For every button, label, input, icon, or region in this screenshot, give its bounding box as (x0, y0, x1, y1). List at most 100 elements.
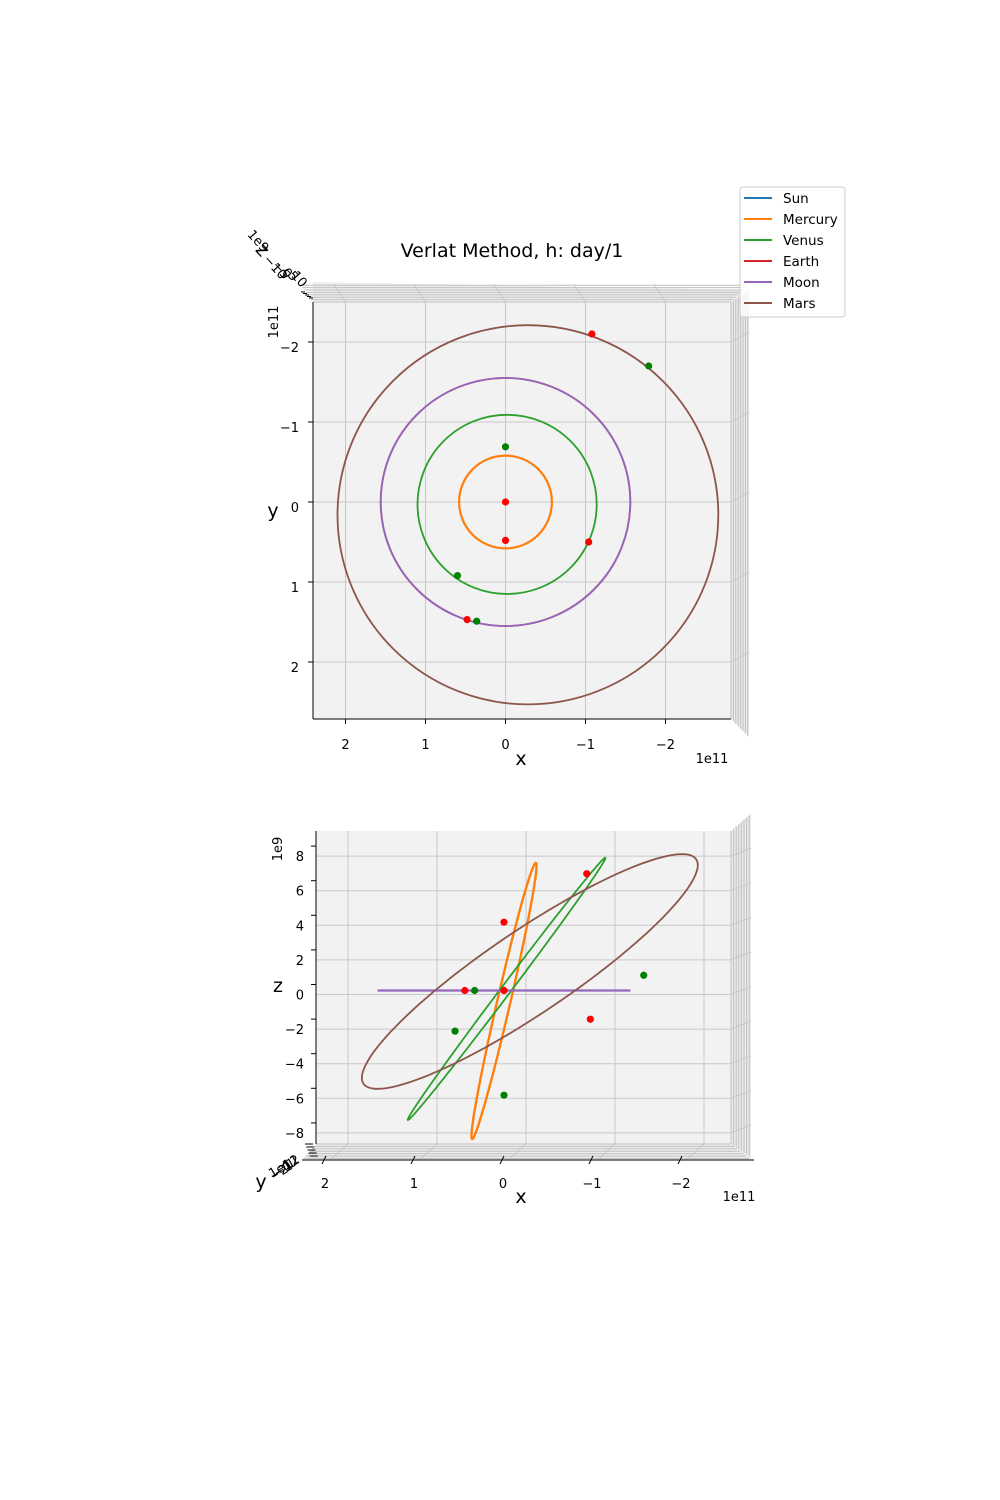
top-orbit-mars (336, 324, 720, 706)
bottom-floor-wall (302, 1143, 753, 1161)
bottom-z-ticks: 8 6 4 2 0 −2 −4 −6 −8 (285, 845, 316, 1142)
bottom-z-tick-label: 2 (296, 954, 304, 969)
top-marker-green (473, 617, 481, 625)
top-side-wall (730, 290, 750, 737)
bottom-z-tick-label: 0 (296, 989, 304, 1004)
top-y-tick-label: 2 (291, 661, 299, 676)
bottom-side-z-line (730, 1020, 752, 1030)
bottom-markers (451, 870, 648, 1099)
bottom-x-axis-label: x (515, 1186, 526, 1208)
top-back-pane (313, 302, 731, 719)
bottom-side-z-line (730, 916, 752, 926)
top-x-tick-label: 0 (501, 738, 509, 753)
top-top-x-line (333, 283, 346, 303)
bottom-side-z-line (730, 882, 752, 892)
bottom-marker-red (500, 986, 508, 995)
bottom-x-tick-label: −2 (671, 1177, 690, 1192)
top-side-y-line (730, 331, 750, 343)
top-marker-green (645, 362, 653, 370)
bottom-z-tick-label: 6 (296, 885, 304, 900)
bottom-marker-red (583, 870, 591, 878)
top-orbit-moon (379, 377, 632, 627)
bottom-marker-green (451, 1027, 459, 1035)
bottom-x-tick-label: 1 (410, 1177, 418, 1192)
bottom-side-z-line (730, 1124, 752, 1134)
bottom-floor-x-line (596, 1143, 616, 1161)
legend-label-earth: Earth (783, 254, 819, 270)
top-x-ticks: 2 1 0 −1 −2 (341, 719, 675, 753)
bottom-marker-red (500, 918, 508, 926)
top-marker-red (463, 616, 471, 624)
bottom-floor-x-line (418, 1143, 438, 1161)
bottom-back-pane (316, 831, 731, 1144)
bottom-x-tick (499, 1155, 505, 1165)
top-series (336, 324, 720, 706)
top-x-tick-label: 2 (341, 738, 349, 753)
bottom-x-tick-label: 2 (321, 1177, 329, 1192)
top-top-x-line (573, 283, 586, 303)
bottom-x-tick (321, 1155, 327, 1165)
bottom-side-z-line (730, 1089, 752, 1099)
top-y-axis-label: y (267, 500, 278, 522)
top-top-x-line (413, 283, 426, 303)
bottom-marker-red (461, 986, 469, 995)
top-y-tick-label: −2 (280, 341, 299, 356)
chart-title: Verlat Method, h: day/1 (401, 240, 624, 262)
bottom-x-tick (588, 1155, 594, 1165)
top-x-offset-label: 1e11 (696, 752, 729, 767)
top-marker-green (501, 443, 510, 451)
top-grid (313, 302, 731, 719)
top-side-y-line (730, 491, 750, 503)
bottom-floor-x-line (507, 1143, 527, 1161)
bottom-orbit-mars (360, 853, 699, 1090)
top-markers (453, 330, 653, 625)
legend: Sun Mercury Venus Earth Moon Mars (739, 186, 846, 318)
top-side-y-line (730, 411, 750, 423)
bottom-z-tick-label: −2 (285, 1023, 304, 1038)
top-y-ticks: −2 −1 0 1 2 (280, 341, 313, 676)
bottom-y-axis-label: y (255, 1171, 266, 1193)
top-y-tick-label: −1 (280, 421, 299, 436)
legend-label-mercury: Mercury (783, 212, 838, 228)
top-marker-red (501, 498, 510, 506)
bottom-z-tick-label: 4 (296, 919, 304, 934)
top-y-tick-label: 0 (291, 501, 299, 516)
bottom-x-offset-label: 1e11 (723, 1190, 756, 1205)
bottom-z-axis-label: z (273, 975, 283, 997)
bottom-orbit-mercury (470, 861, 538, 1141)
bottom-floor-x-line (329, 1143, 349, 1161)
bottom-z-tick-label: −4 (285, 1058, 304, 1073)
bottom-z-tick-label: 8 (296, 850, 304, 865)
bottom-marker-green (640, 971, 648, 979)
bottom-side-z-line (730, 847, 752, 857)
bottom-z-tick-label: −8 (285, 1127, 304, 1142)
bottom-marker-red (586, 1015, 594, 1023)
top-x-tick-label: −2 (656, 738, 675, 753)
top-top-x-line (653, 283, 666, 303)
top-side-y-line (730, 651, 750, 663)
top-y-tick-label: 1 (291, 581, 299, 596)
bottom-orbit-venus (406, 856, 607, 1121)
top-marker-red (588, 330, 596, 338)
bottom-x-ticks: 2 1 0 −1 −2 (321, 1155, 691, 1192)
top-x-axis-label: x (515, 748, 526, 770)
bottom-x-tick (677, 1155, 683, 1165)
top-x-tick-label: 1 (421, 738, 429, 753)
bottom-side-z-line (730, 951, 752, 961)
top-marker-red (501, 536, 510, 545)
top-side-y-line (730, 571, 750, 583)
top-orbit-mercury (458, 454, 554, 550)
bottom-side-z-line (730, 1055, 752, 1065)
bottom-x-tick (410, 1155, 416, 1165)
top-y-offset-label: 1e11 (267, 306, 282, 339)
legend-label-moon: Moon (783, 275, 820, 291)
legend-label-sun: Sun (783, 191, 809, 207)
bottom-side-wall (730, 813, 752, 1158)
top-x-tick-label: −1 (576, 738, 595, 753)
legend-label-venus: Venus (783, 233, 824, 249)
